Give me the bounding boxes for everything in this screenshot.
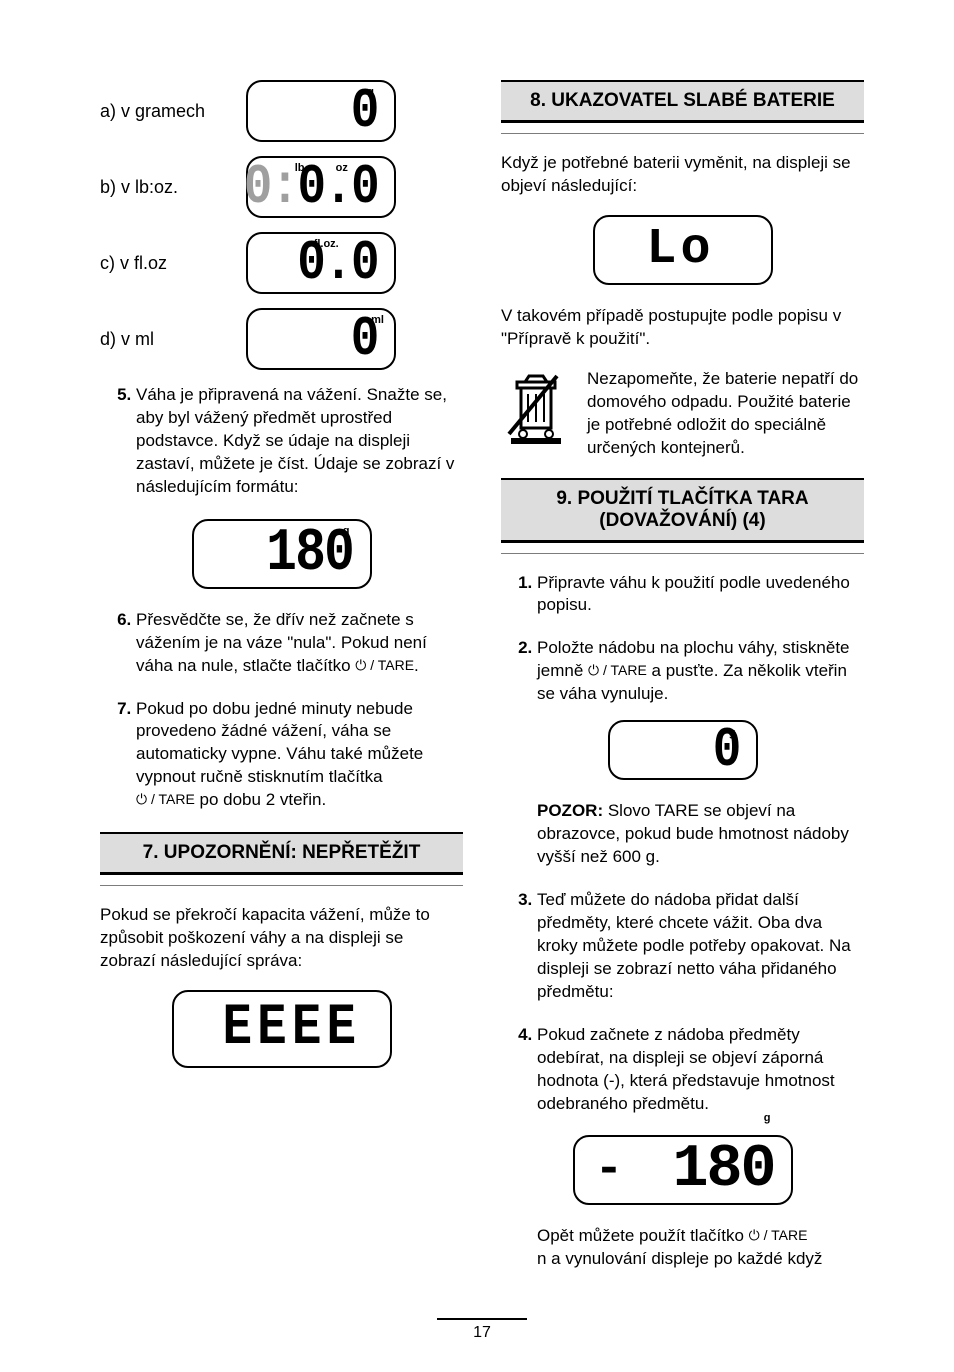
no-bin-icon (501, 368, 571, 453)
s9-step-3: Teď můžete do nádoba přidat další předmě… (537, 889, 864, 1004)
s9-step-2: Položte nádobu na plochu váhy, stiskněte… (537, 637, 864, 869)
unit-label-c: c) v fl.oz (100, 253, 230, 274)
lcd-floz-value: 0.0 (297, 235, 378, 291)
unit-label-a: a) v gramech (100, 101, 230, 122)
lcd-lboz-value: 0:0.0 (244, 159, 378, 215)
lcd-lo-value: Lo (646, 221, 714, 278)
lcd-minus-180: - g 180 (573, 1135, 793, 1205)
lcd-lboz: lb oz 0:0.0 (246, 156, 396, 218)
lcd-m180-value: 180 (672, 1136, 774, 1204)
lcd-180: g 180 (192, 519, 372, 589)
lcd-grams-value: 0 (351, 83, 378, 139)
tare-glyph-3: ⏻ / TARE (588, 662, 647, 678)
pozor-label: POZOR: (537, 801, 603, 820)
section-8-title: 8. UKAZOVATEL SLABÉ BATERIE (501, 80, 864, 120)
section-8-p2: V takovém případě postupujte podle popis… (501, 305, 864, 351)
lcd-lo: Lo (593, 215, 773, 285)
lcd-ml-value: 0 (351, 311, 378, 367)
tare-glyph: ⏻ / TARE (355, 657, 414, 673)
unit-label-b: b) v lb:oz. (100, 177, 230, 198)
lcd-eeee: EEEE (172, 990, 392, 1068)
s9-step-1: Připravte váhu k použití podle uvedeného… (537, 572, 864, 618)
unit-mark-g-m180: g (764, 1112, 771, 1124)
step-7: Pokud po dobu jedné minuty nebude proved… (136, 698, 463, 813)
section-7-body: Pokud se překročí kapacita vážení, může … (100, 904, 463, 973)
lcd-grams: g 0 (246, 80, 396, 142)
section-8-bin-text: Nezapomeňte, že baterie nepatří do domov… (587, 368, 864, 460)
section-7-title: 7. UPOZORNĚNÍ: NEPŘETĚŽIT (100, 832, 463, 872)
lcd-zero-value: 0 (713, 722, 740, 778)
section-9-title: 9. POUŽITÍ TLAČÍTKA TARA (DOVAŽOVÁNÍ) (4… (501, 478, 864, 540)
lcd-minus-sign: - (595, 1143, 624, 1197)
lcd-eeee-value: EEEE (222, 1000, 361, 1058)
page-number: 17 (437, 1318, 527, 1342)
lcd-floz: fl.oz. 0.0 (246, 232, 396, 294)
pozor-block: POZOR: Slovo TARE se objeví na obrazovce… (537, 800, 864, 869)
section-8-p1: Když je potřebné baterii vyměnit, na dis… (501, 152, 864, 198)
unit-label-d: d) v ml (100, 329, 230, 350)
step-6: Přesvědčte se, že dřív než začnete s váž… (136, 609, 463, 678)
tare-glyph-2: ⏻ / TARE (136, 791, 195, 807)
lcd-180-value: 180 (267, 524, 354, 584)
tare-glyph-4: ⏻ / TARE (749, 1227, 808, 1243)
step-5: Váha je připravená na vážení. Snažte se,… (136, 384, 463, 499)
lcd-zero: g 0 (608, 720, 758, 780)
lcd-ml: ml 0 (246, 308, 396, 370)
s9-end: Opět můžete použít tlačítko ⏻ / TARE n a… (501, 1225, 864, 1271)
s9-step-4: Pokud začnete z nádoba předměty odebírat… (537, 1024, 864, 1116)
